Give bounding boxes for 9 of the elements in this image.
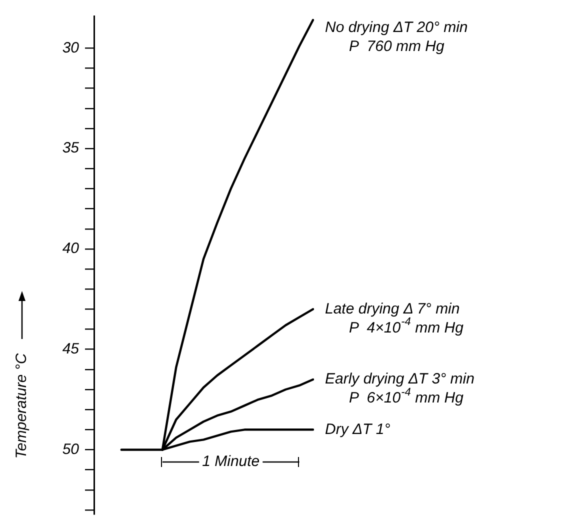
y-tick-label: 40 — [62, 240, 80, 258]
y-tick-label: 50 — [62, 440, 80, 458]
y-tick-label: 30 — [62, 39, 80, 56]
y-tick-label: 45 — [62, 340, 80, 358]
series-label: Dry ΔT 1° — [325, 420, 390, 438]
y-tick-label: 35 — [62, 140, 80, 157]
y-axis-title: Temperature °C — [13, 353, 30, 459]
series-label: No drying ΔT 20° min P 760 mm Hg — [325, 19, 468, 56]
annotation: 1 Minute — [202, 453, 260, 470]
